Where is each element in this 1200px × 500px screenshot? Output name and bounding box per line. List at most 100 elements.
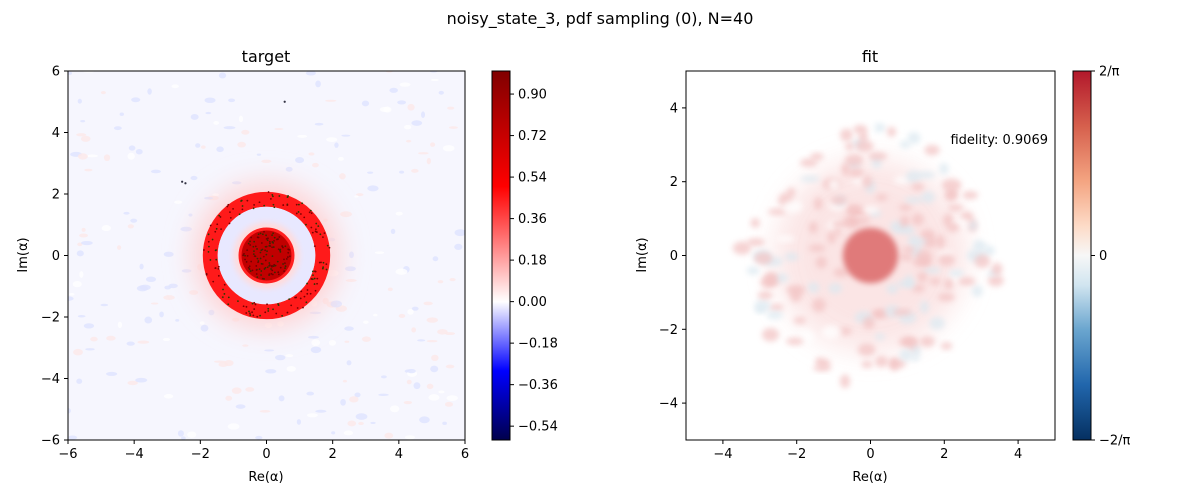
target-sample-point bbox=[298, 203, 300, 206]
fit-ripple bbox=[947, 204, 964, 212]
target-noise-blob bbox=[204, 196, 214, 200]
target-noise-blob bbox=[212, 193, 220, 197]
target-title: target bbox=[242, 47, 291, 66]
figure-title: noisy_state_3, pdf sampling (0), N=40 bbox=[447, 9, 754, 29]
fit-ripple bbox=[862, 206, 879, 214]
target-sample-point bbox=[248, 310, 250, 313]
target-noise-blob bbox=[180, 436, 186, 440]
target-noise-blob bbox=[68, 435, 78, 440]
fit-ripple bbox=[833, 227, 843, 236]
target-noise-blob bbox=[137, 340, 150, 344]
target-x-tick-label: −6 bbox=[58, 447, 77, 462]
fit-ripple bbox=[761, 327, 780, 342]
target-noise-blob bbox=[426, 339, 438, 343]
target-noise-blob bbox=[334, 142, 339, 148]
target-noise-blob bbox=[77, 314, 86, 318]
target-sample-point bbox=[259, 232, 262, 235]
target-noise-blob bbox=[395, 268, 408, 275]
target-noise-blob bbox=[79, 271, 84, 278]
fit-ripple bbox=[905, 170, 922, 183]
target-noise-blob bbox=[285, 166, 293, 172]
target-x-tick-label: 2 bbox=[329, 447, 337, 462]
target-sample-point bbox=[303, 216, 306, 219]
target-sample-point bbox=[269, 242, 271, 245]
target-noise-blob bbox=[79, 233, 88, 238]
fit-panel: fit fidelity: 0.9069 −4 −2 0 2 4 −4 −2 0 2 4 Re(… bbox=[635, 47, 1131, 485]
target-noise-blob bbox=[448, 126, 458, 129]
target-sample-point bbox=[250, 260, 253, 263]
target-sample-point bbox=[278, 195, 281, 197]
target-sample-point bbox=[259, 257, 262, 260]
target-sample-point bbox=[260, 249, 263, 252]
target-noise-blob bbox=[200, 145, 206, 149]
target-noise-blob bbox=[76, 250, 84, 257]
target-noise-blob bbox=[101, 225, 111, 232]
target-noise-blob bbox=[100, 303, 109, 307]
target-central-disk-edge bbox=[238, 227, 295, 284]
target-panel: target −6 −4 −2 0 2 4 6 −6 −4 −2 0 2 4 6 Re(α) Im(α)… bbox=[16, 47, 558, 485]
target-sample-point bbox=[263, 277, 265, 280]
target-sample-point bbox=[249, 240, 251, 243]
fit-ripple bbox=[786, 284, 806, 295]
target-noise-blob bbox=[308, 152, 315, 156]
target-sample-point bbox=[283, 270, 285, 272]
target-sample-point bbox=[272, 308, 274, 311]
target-noise-blob bbox=[361, 336, 371, 342]
fit-ripple bbox=[898, 204, 912, 212]
fit-ripple bbox=[766, 311, 783, 320]
target-noise-blob bbox=[428, 394, 440, 401]
target-sample-point bbox=[257, 260, 260, 262]
target-sample-point bbox=[256, 276, 259, 279]
fit-ripple bbox=[815, 256, 828, 269]
target-sample-point bbox=[241, 205, 244, 207]
target-noise-blob bbox=[218, 72, 227, 79]
target-sample-point bbox=[215, 249, 217, 251]
target-sample-point bbox=[263, 230, 265, 233]
target-sample-point bbox=[272, 195, 274, 198]
target-sample-point bbox=[299, 213, 302, 215]
target-sample-point bbox=[223, 283, 226, 286]
target-sample-point bbox=[297, 211, 300, 213]
target-noise-blob bbox=[367, 185, 379, 192]
target-noise-blob bbox=[349, 251, 354, 259]
target-sample-point bbox=[257, 233, 260, 236]
fit-ripple bbox=[941, 178, 962, 192]
target-y-tick-label: −4 bbox=[41, 372, 60, 387]
target-sample-point bbox=[310, 278, 313, 280]
target-noise-blob bbox=[326, 137, 338, 143]
target-noise-blob bbox=[361, 100, 370, 107]
target-noise-blob bbox=[389, 405, 400, 413]
target-noise-blob bbox=[261, 159, 272, 164]
target-sample-point bbox=[325, 268, 328, 271]
fit-ripple bbox=[794, 359, 806, 366]
target-noise-blob bbox=[128, 145, 136, 151]
target-sample-point bbox=[268, 262, 271, 264]
target-sample-point bbox=[219, 216, 222, 218]
target-noise-blob bbox=[100, 91, 106, 95]
fit-ripple bbox=[886, 284, 899, 294]
fit-x-tick-label: 4 bbox=[1014, 447, 1022, 462]
target-noise-blob bbox=[72, 280, 82, 288]
target-noise-blob bbox=[76, 133, 87, 137]
target-noise-blob bbox=[256, 153, 262, 156]
target-noise-blob bbox=[370, 421, 376, 425]
fit-ripple bbox=[873, 123, 886, 133]
target-sample-point bbox=[228, 222, 231, 225]
target-sample-point bbox=[266, 303, 268, 306]
target-noise-blob bbox=[80, 119, 86, 123]
target-noise-blob bbox=[80, 135, 91, 142]
target-sample-point bbox=[274, 264, 277, 267]
target-sample-point bbox=[215, 258, 218, 261]
target-sample-point bbox=[283, 100, 286, 103]
target-sample-point bbox=[322, 261, 325, 264]
target-sample-point bbox=[273, 240, 275, 242]
target-sample-point bbox=[261, 263, 264, 265]
fit-ripple bbox=[868, 152, 888, 161]
target-sample-point bbox=[252, 207, 255, 210]
target-noise-blob bbox=[311, 339, 321, 347]
target-noise-blob bbox=[187, 431, 197, 438]
target-noise-blob bbox=[227, 423, 240, 430]
target-noise-blob bbox=[69, 292, 75, 296]
target-sample-point bbox=[252, 253, 255, 256]
target-sample-point bbox=[245, 305, 248, 308]
